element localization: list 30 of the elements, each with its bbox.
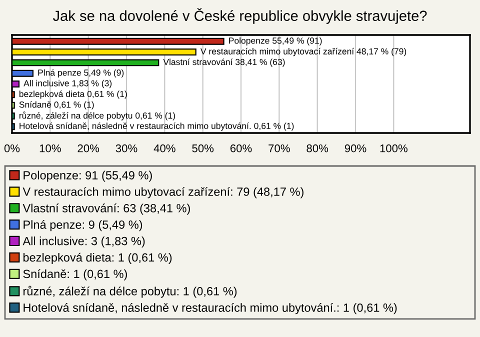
data-label: Vlastní stravování 38,41 % (63) <box>163 58 285 67</box>
legend-label: Hotelová snídaně, následně v restauracích mimo ubytování.: 1 (0,61 %) <box>24 303 397 314</box>
data-label: All inclusive 1,83 % (3) <box>24 80 112 88</box>
legend-label: různé, záleží na délce pobytu: 1 (0,61 %) <box>23 286 237 298</box>
data-label: Hotelová snídaně, následně v restauracích mimo ubytování. 0,61 % (1) <box>20 122 294 131</box>
data-label: Polopenze 55,49 % (91) <box>229 37 322 46</box>
x-tick-label: 70% <box>268 144 290 152</box>
data-label: Snídaně 0,61 % (1) <box>19 101 94 110</box>
legend-label: bezlepková dieta: 1 (0,61 %) <box>23 252 172 264</box>
legend-label: Polopenze: 91 (55,49 %) <box>24 170 152 182</box>
legend-label: V restauracích mimo ubytovací zařízení: 79 (48,17 %) <box>22 187 304 198</box>
chart-title: Jak se na dovolené v České republice obvykle stravujete? <box>52 8 427 24</box>
legend-label: All inclusive: 3 (1,83 %) <box>22 236 145 248</box>
x-tick-label: 30% <box>116 144 138 152</box>
legend-label: Plná penze: 9 (5,49 %) <box>24 220 142 232</box>
x-tick-label: 60% <box>230 144 252 152</box>
legend-label: Vlastní stravování: 63 (38,41 %) <box>22 204 190 215</box>
data-label: bezlepková dieta 0,61 % (1) <box>19 90 127 99</box>
x-tick-label: 0% <box>4 144 20 152</box>
legend-label: Snídaně: 1 (0,61 %) <box>23 269 127 280</box>
x-tick-label: 50% <box>192 144 214 152</box>
data-label: různé, záleží na délce pobytu 0,61 % (1) <box>19 112 175 120</box>
x-tick-label: 80% <box>306 144 328 152</box>
x-tick-label: 40% <box>154 144 176 152</box>
data-label: Plná penze 5,49 % (9) <box>38 69 124 78</box>
x-tick-label: 100% <box>380 144 408 152</box>
x-tick-label: 20% <box>78 144 100 152</box>
x-tick-label: 90% <box>344 144 366 152</box>
x-tick-label: 10% <box>40 144 61 152</box>
data-label: V restauracích mimo ubytovací zařízení 48,17 % (79) <box>200 48 406 56</box>
